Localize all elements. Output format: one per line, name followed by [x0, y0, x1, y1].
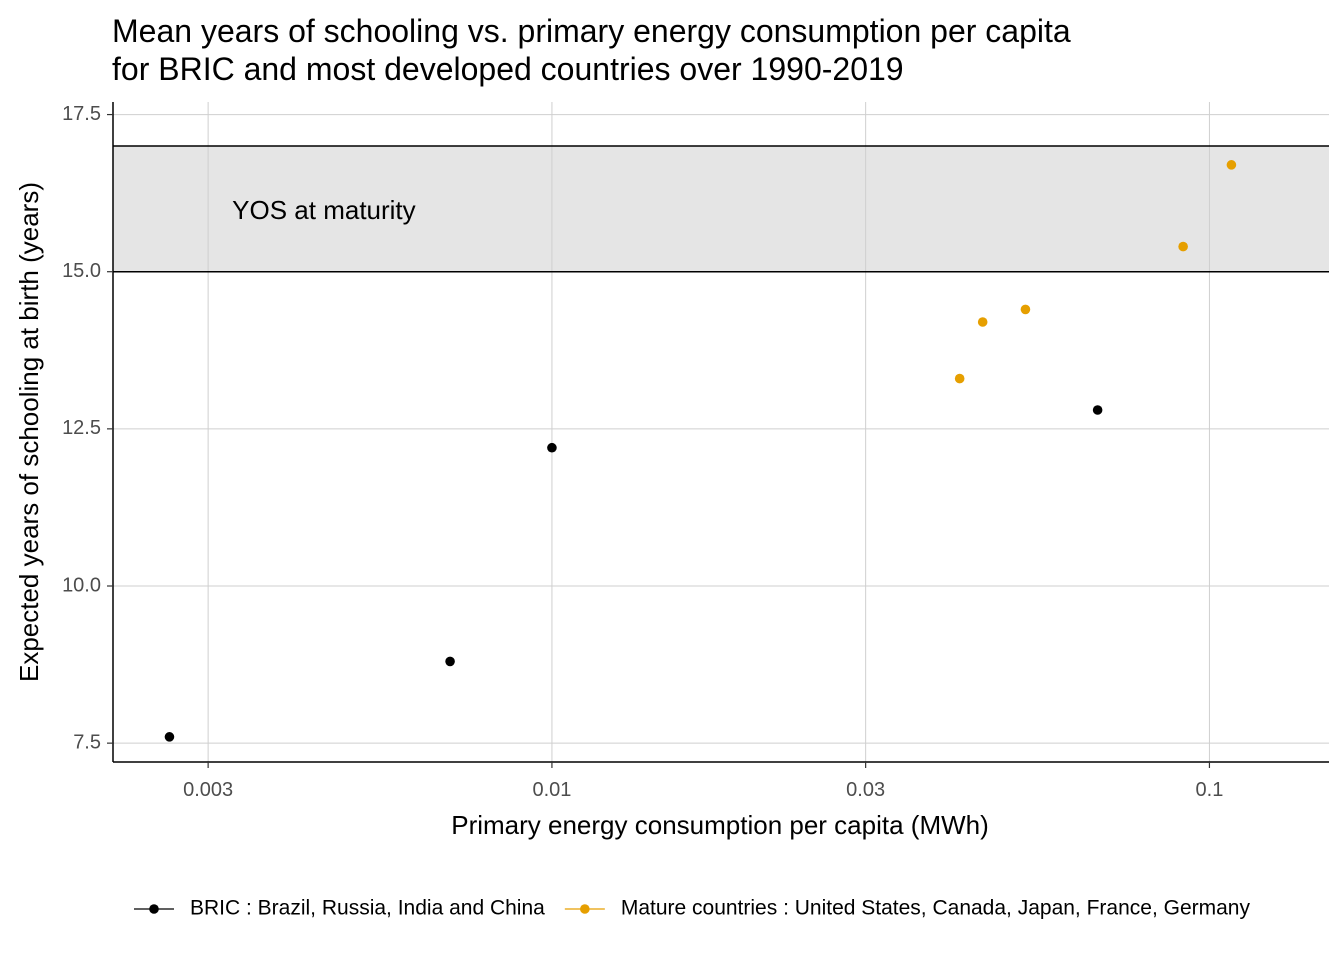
plot-area: YOS at maturity 0.003 0.01 0.03 0.1 7.5 10.0 1…: [62, 102, 1329, 801]
legend-label-2: Mature countries : United States, Canada…: [621, 897, 1251, 920]
band-lines: YOS at maturity: [113, 145, 1329, 273]
axis-layer: 0.003 0.01 0.03 0.1 7.5 10.0 12.5 15.0 17.5: [62, 102, 1329, 801]
data-point-series-1: [164, 732, 175, 742]
y-tick-label: 17.5: [62, 103, 101, 125]
y-tick-label: 7.5: [73, 731, 101, 753]
data-point-series-1: [1092, 405, 1103, 415]
x-tick-label: 0.03: [846, 779, 885, 801]
x-tick-label: 0.01: [532, 779, 571, 801]
data-point-series-2: [1020, 304, 1031, 315]
legend-label-1: BRIC : Brazil, Russia, India and China: [190, 897, 545, 920]
y-tick-label: 12.5: [62, 417, 101, 439]
x-axis-title: Primary energy consumption per capita (M…: [451, 810, 989, 840]
band-label: YOS at maturity: [232, 195, 416, 225]
chart-subtitle: for BRIC and most developed countries ov…: [112, 51, 904, 87]
points-layer: [164, 160, 1237, 742]
maturity-band: [113, 146, 1329, 272]
data-point-series-1: [445, 656, 455, 667]
data-point-series-1: [547, 442, 557, 453]
legend-key-point-2: [580, 904, 590, 914]
y-tick-label: 10.0: [62, 574, 101, 596]
chart-title: Mean years of schooling vs. primary ener…: [112, 13, 1071, 49]
band-layer: [113, 146, 1329, 272]
data-point-series-2: [1178, 241, 1188, 252]
legend-key-point-1: [149, 904, 159, 914]
x-tick-label: 0.003: [183, 779, 233, 801]
data-point-series-2: [1226, 160, 1237, 170]
y-axis-title: Expected years of schooling at birth (ye…: [14, 182, 44, 682]
x-tick-label: 0.1: [1196, 779, 1224, 801]
data-point-series-2: [977, 317, 988, 327]
legend: BRIC : Brazil, Russia, India and China Ma…: [134, 897, 1250, 920]
y-tick-label: 15.0: [62, 260, 101, 282]
data-point-series-2: [954, 373, 965, 384]
